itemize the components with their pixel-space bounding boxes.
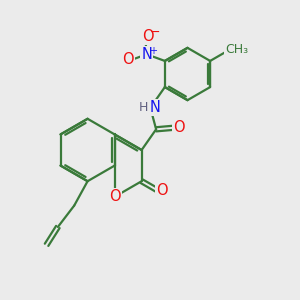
Text: O: O <box>122 52 134 68</box>
Text: H: H <box>139 101 148 114</box>
Text: O: O <box>142 29 154 44</box>
Text: N: N <box>141 47 152 62</box>
Text: O: O <box>109 189 120 204</box>
Text: −: − <box>149 26 160 39</box>
Text: +: + <box>148 46 157 56</box>
Text: O: O <box>173 120 185 135</box>
Text: CH₃: CH₃ <box>225 43 248 56</box>
Text: O: O <box>156 183 168 198</box>
Text: N: N <box>149 100 160 115</box>
